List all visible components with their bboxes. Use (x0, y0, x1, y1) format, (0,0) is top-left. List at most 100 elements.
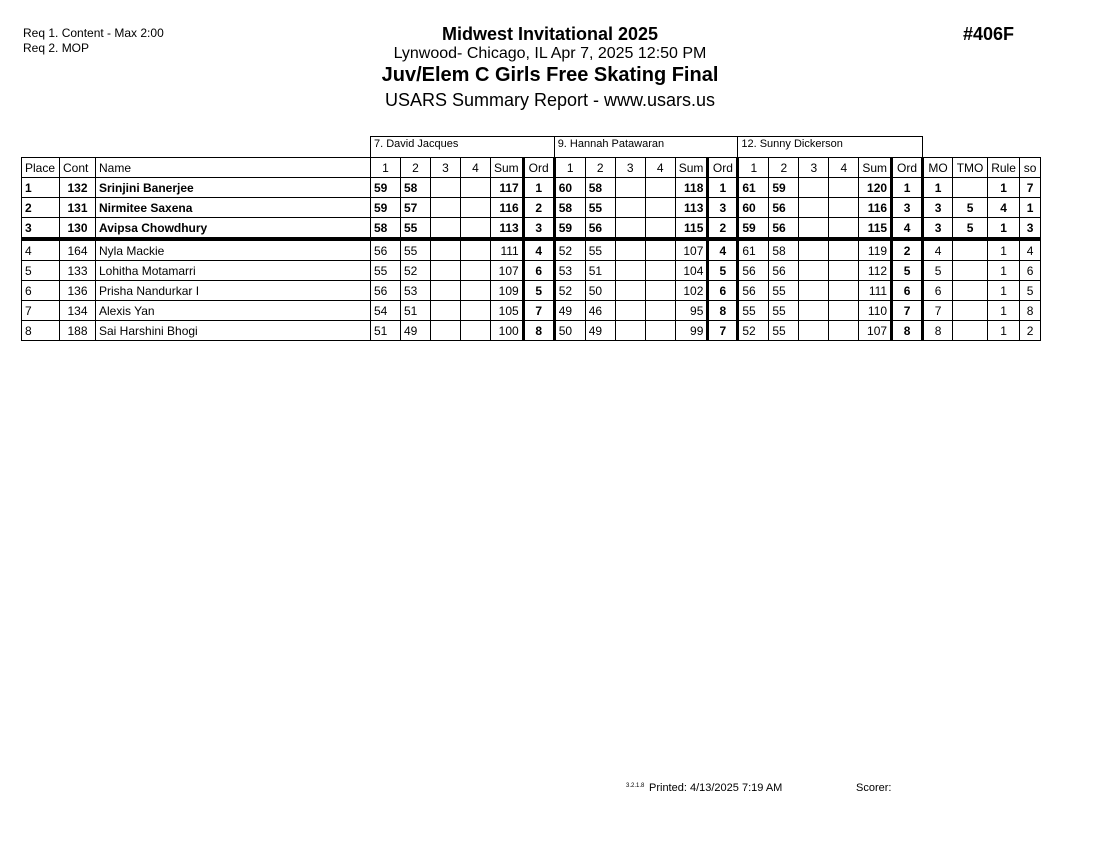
score-cell: 56 (768, 260, 800, 281)
header-judge-col: Sum (858, 157, 893, 178)
score-cell: 59 (553, 217, 586, 241)
header-judge-col: Sum (674, 157, 709, 178)
ordinal-cell: 1 (706, 177, 740, 198)
score-cell: 55 (584, 197, 616, 218)
header-judge-col: Ord (706, 157, 740, 178)
score-cell (430, 238, 461, 261)
sum-cell: 107 (674, 238, 709, 261)
scorer-label: Scorer: (856, 782, 892, 794)
sum-cell: 112 (858, 260, 893, 281)
header-judge-col: Ord (521, 157, 556, 178)
cont-cell: 188 (59, 320, 96, 341)
score-cell: 52 (553, 238, 586, 261)
score-cell (430, 197, 461, 218)
spacer (22, 137, 371, 158)
cont-cell: 130 (59, 217, 96, 241)
score-cell: 59 (768, 177, 800, 198)
ordinal-cell: 6 (706, 280, 740, 301)
sum-cell: 102 (674, 280, 709, 301)
mo-cell: 6 (922, 280, 954, 301)
cont-cell: 134 (59, 300, 96, 321)
score-cell: 58 (370, 217, 401, 241)
header-judge-col: 1 (370, 157, 401, 178)
ordinal-cell: 7 (706, 320, 740, 341)
cont-cell: 132 (59, 177, 96, 198)
ordinal-cell: 1 (890, 177, 925, 198)
header-judge-col: 4 (644, 157, 676, 178)
score-cell: 51 (584, 260, 616, 281)
table-row: 7 134 Alexis Yan 54 51 105 7 49 46 95 8 55 55 110 7 7 1 8 (21, 300, 1042, 321)
so-cell: 1 (1019, 197, 1042, 218)
table-row: 3 130 Avipsa Chowdhury 58 55 113 3 59 56 115 2 59 56… (21, 217, 1042, 241)
sum-cell: 111 (858, 280, 893, 301)
so-cell: 2 (1019, 320, 1042, 341)
sum-cell: 109 (490, 280, 524, 301)
ordinal-cell: 2 (706, 217, 740, 241)
score-cell: 60 (737, 197, 770, 218)
score-cell (828, 260, 860, 281)
header-judge-col: 1 (553, 157, 586, 178)
score-cell: 58 (768, 238, 800, 261)
sum-cell: 113 (674, 197, 709, 218)
ordinal-cell: 3 (521, 217, 556, 241)
place-cell: 7 (21, 300, 60, 321)
score-cell (798, 280, 830, 301)
header-tmo: TMO (952, 157, 989, 178)
place-cell: 3 (21, 217, 60, 241)
sum-cell: 117 (490, 177, 524, 198)
sum-cell: 100 (490, 320, 524, 341)
printed-timestamp: Printed: 4/13/2025 7:19 AM (649, 782, 783, 794)
mo-cell: 5 (922, 260, 954, 281)
score-cell: 57 (400, 197, 431, 218)
place-cell: 4 (21, 238, 60, 261)
score-cell (644, 260, 676, 281)
judge-name: 7. David Jacques (370, 136, 555, 158)
header-judge-col: 3 (430, 157, 461, 178)
score-cell: 46 (584, 300, 616, 321)
name-cell: Avipsa Chowdhury (95, 217, 371, 241)
score-cell: 51 (370, 320, 401, 341)
score-cell: 56 (370, 280, 401, 301)
score-cell: 59 (370, 197, 401, 218)
score-cell: 52 (400, 260, 431, 281)
score-cell: 58 (553, 197, 586, 218)
name-cell: Alexis Yan (95, 300, 371, 321)
score-cell: 55 (400, 217, 431, 241)
tmo-cell (952, 177, 989, 198)
sum-cell: 111 (490, 238, 524, 261)
score-cell: 56 (584, 217, 616, 241)
table-row: 5 133 Lohitha Motamarri 55 52 107 6 53 51 104 5 56 5… (21, 260, 1042, 281)
score-cell (798, 320, 830, 341)
header-judge-col: 2 (768, 157, 800, 178)
sum-cell: 119 (858, 238, 893, 261)
cont-cell: 133 (59, 260, 96, 281)
score-cell (614, 238, 646, 261)
mo-cell: 3 (922, 197, 954, 218)
score-cell (614, 260, 646, 281)
judge-name: 9. Hannah Patawaran (553, 136, 739, 158)
ordinal-cell: 5 (890, 260, 925, 281)
so-cell: 7 (1019, 177, 1042, 198)
sum-cell: 105 (490, 300, 524, 321)
score-cell: 49 (553, 300, 586, 321)
score-cell (430, 177, 461, 198)
score-cell: 49 (400, 320, 431, 341)
table-row: 2 131 Nirmitee Saxena 59 57 116 2 58 55 113 3 60 56 1… (21, 197, 1042, 218)
score-cell (828, 300, 860, 321)
score-cell (460, 280, 491, 301)
score-cell (430, 217, 461, 241)
score-cell (460, 177, 491, 198)
requirement-1: Req 1. Content - Max 2:00 (23, 26, 164, 40)
ordinal-cell: 6 (890, 280, 925, 301)
results-table: 7. David Jacques 9. Hannah Patawaran 12. S… (21, 136, 1042, 341)
sum-cell: 104 (674, 260, 709, 281)
score-cell (644, 238, 676, 261)
header-judge-col: 4 (828, 157, 860, 178)
ordinal-cell: 4 (521, 238, 556, 261)
header-judge-col: 4 (460, 157, 491, 178)
score-cell: 58 (400, 177, 431, 198)
score-cell: 60 (553, 177, 586, 198)
so-cell: 8 (1019, 300, 1042, 321)
sum-cell: 99 (674, 320, 709, 341)
score-cell: 53 (400, 280, 431, 301)
